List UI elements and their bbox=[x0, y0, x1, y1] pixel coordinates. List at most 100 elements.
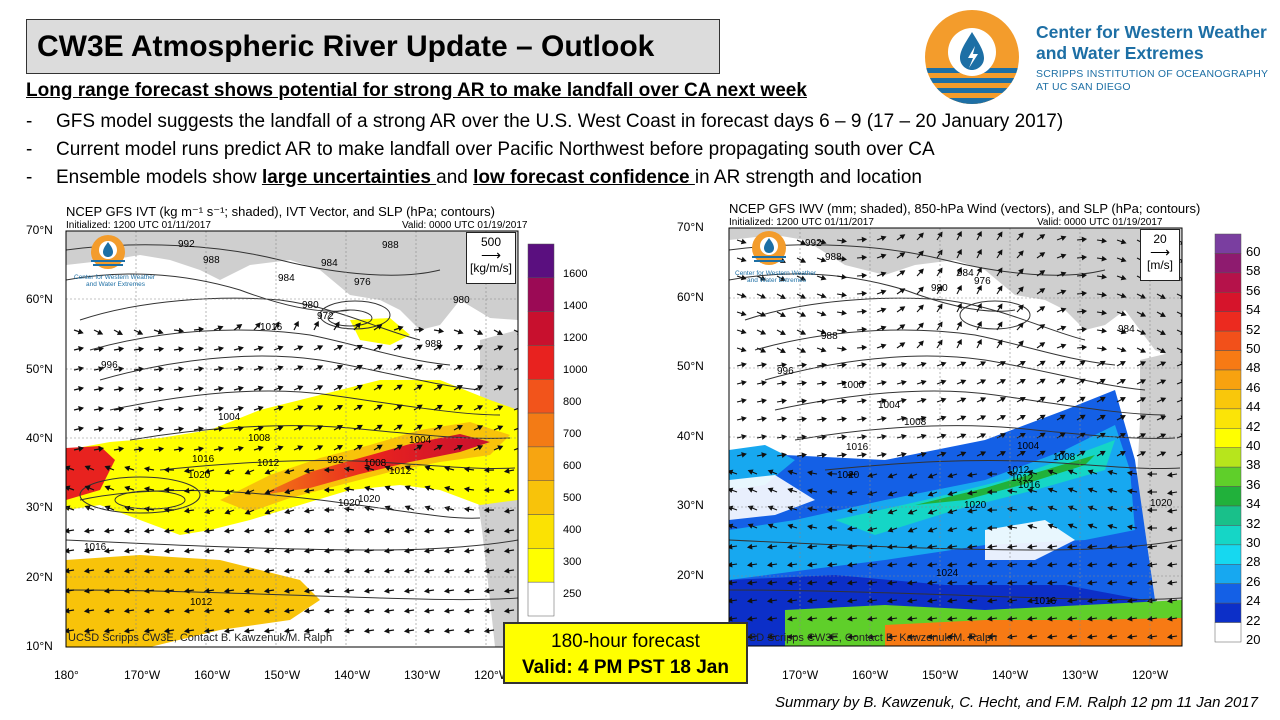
vector-arrowhead bbox=[323, 547, 330, 554]
vector-arrowhead bbox=[766, 543, 773, 550]
colorbar-label: 50 bbox=[1246, 341, 1261, 356]
colorbar-label: 48 bbox=[1246, 360, 1261, 376]
vector-arrowhead bbox=[886, 597, 893, 604]
cw3e-logo: Center for Western Weather and Water Ext… bbox=[922, 6, 1272, 108]
vector-arrowhead bbox=[940, 451, 947, 457]
vector-arrowhead bbox=[98, 426, 105, 432]
vector-arrowhead bbox=[138, 386, 145, 393]
vector-arrowhead bbox=[477, 425, 484, 431]
vector-arrowhead bbox=[376, 404, 383, 410]
vector-arrowhead bbox=[456, 345, 463, 351]
vector-arrowhead bbox=[1160, 397, 1167, 403]
vector-arrowhead bbox=[224, 488, 231, 495]
longitude-label: 120°W bbox=[1132, 668, 1169, 682]
vector-arrowhead bbox=[124, 465, 131, 472]
colorbar-swatch bbox=[1214, 544, 1242, 565]
vector-arrowhead bbox=[1026, 543, 1033, 550]
vector-arrowhead bbox=[1019, 396, 1026, 403]
vector-arrowhead bbox=[124, 505, 131, 512]
vector-arrowhead bbox=[1039, 414, 1046, 420]
vector-arrowhead bbox=[927, 473, 934, 479]
vector-arrowhead bbox=[997, 249, 1003, 256]
vector-arrowhead bbox=[1159, 347, 1166, 353]
vector-arrowhead bbox=[880, 307, 887, 313]
vector-arrowhead bbox=[1039, 342, 1046, 348]
vector-arrowhead bbox=[263, 567, 270, 574]
vector-arrowhead bbox=[66, 547, 70, 554]
vector-arrowhead bbox=[926, 579, 933, 586]
vector-arrowhead bbox=[740, 256, 747, 263]
vector-arrowhead bbox=[1120, 292, 1127, 299]
vector-arrowhead bbox=[143, 466, 150, 473]
vector-arrowhead bbox=[78, 346, 84, 352]
vector-arrowhead bbox=[960, 397, 967, 403]
iwv-map bbox=[728, 227, 1242, 647]
vector-arrowhead bbox=[293, 320, 299, 328]
vector-arrowhead bbox=[503, 567, 510, 574]
vector-arrow bbox=[1176, 453, 1182, 457]
mini-logo-icon bbox=[752, 231, 786, 265]
vector-arrowhead bbox=[443, 587, 450, 594]
longitude-label: 150°W bbox=[922, 668, 959, 682]
vector-arrowhead bbox=[800, 257, 807, 263]
vector-arrowhead bbox=[396, 444, 403, 450]
vector-arrowhead bbox=[1126, 615, 1133, 622]
vector-arrowhead bbox=[956, 267, 962, 273]
vector-arrowhead bbox=[517, 385, 518, 387]
vector-arrowhead bbox=[740, 346, 747, 353]
vector-arrowhead bbox=[264, 489, 271, 495]
vector-arrowhead bbox=[886, 561, 893, 568]
vector-arrowhead bbox=[223, 567, 230, 574]
vector-arrowhead bbox=[303, 627, 310, 634]
bullet-text-2: Current model runs predict AR to make la… bbox=[56, 139, 935, 160]
vector-arrowhead bbox=[997, 303, 1003, 310]
vector-arrowhead bbox=[779, 311, 786, 317]
vector-arrowhead bbox=[806, 543, 813, 550]
vector-arrowhead bbox=[416, 364, 423, 370]
vector-arrowhead bbox=[223, 547, 230, 554]
vector-arrowhead bbox=[846, 579, 853, 586]
vector-arrowhead bbox=[178, 426, 185, 433]
ivt-shade-core bbox=[260, 434, 490, 495]
vector-arrowhead bbox=[956, 321, 962, 327]
vector-arrowhead bbox=[456, 425, 463, 431]
slp-contour-label: 1004 bbox=[1017, 441, 1040, 452]
vector-arrowhead bbox=[1018, 268, 1024, 275]
vector-arrowhead bbox=[198, 446, 205, 452]
vector-arrowhead bbox=[861, 290, 868, 297]
vector-arrowhead bbox=[257, 385, 264, 392]
vector-arrowhead bbox=[244, 509, 251, 515]
vector-arrowhead bbox=[297, 385, 304, 391]
colorbar-swatch bbox=[527, 311, 555, 346]
vector-arrowhead bbox=[781, 416, 788, 422]
vector-arrowhead bbox=[436, 364, 443, 371]
vector-arrowhead bbox=[1140, 347, 1147, 353]
vector-arrowhead bbox=[906, 579, 913, 586]
wind-ref-value: 20 bbox=[1153, 232, 1167, 246]
vector-arrowhead bbox=[1159, 311, 1166, 317]
vector-arrowhead bbox=[899, 306, 906, 312]
vector-arrowhead bbox=[183, 467, 190, 474]
iwv-colorbar bbox=[1214, 233, 1242, 643]
vector-arrowhead bbox=[966, 615, 973, 622]
iwv-shade-48 bbox=[885, 618, 1182, 646]
vector-arrowhead bbox=[1126, 579, 1133, 586]
vector-arrowhead bbox=[1099, 432, 1106, 438]
colorbar-swatch bbox=[527, 379, 555, 414]
vector-arrow bbox=[1176, 363, 1182, 367]
colorbar-label: 1200 bbox=[563, 332, 588, 344]
vector-arrowhead bbox=[741, 416, 747, 422]
vector-arrowhead bbox=[946, 579, 953, 586]
vector-arrowhead bbox=[887, 491, 894, 497]
vector-arrowhead bbox=[801, 452, 808, 459]
vector-arrowhead bbox=[946, 543, 953, 550]
vector-arrowhead bbox=[1006, 524, 1013, 531]
vector-arrowhead bbox=[1000, 397, 1006, 403]
vector-arrowhead bbox=[861, 452, 867, 458]
vector-arrowhead bbox=[383, 587, 390, 594]
slp-contour-label: 976 bbox=[354, 277, 371, 288]
vector-arrowhead bbox=[821, 398, 828, 405]
vector-arrowhead bbox=[807, 470, 813, 476]
vector-arrowhead bbox=[1026, 615, 1033, 622]
vector-arrowhead bbox=[123, 607, 130, 614]
